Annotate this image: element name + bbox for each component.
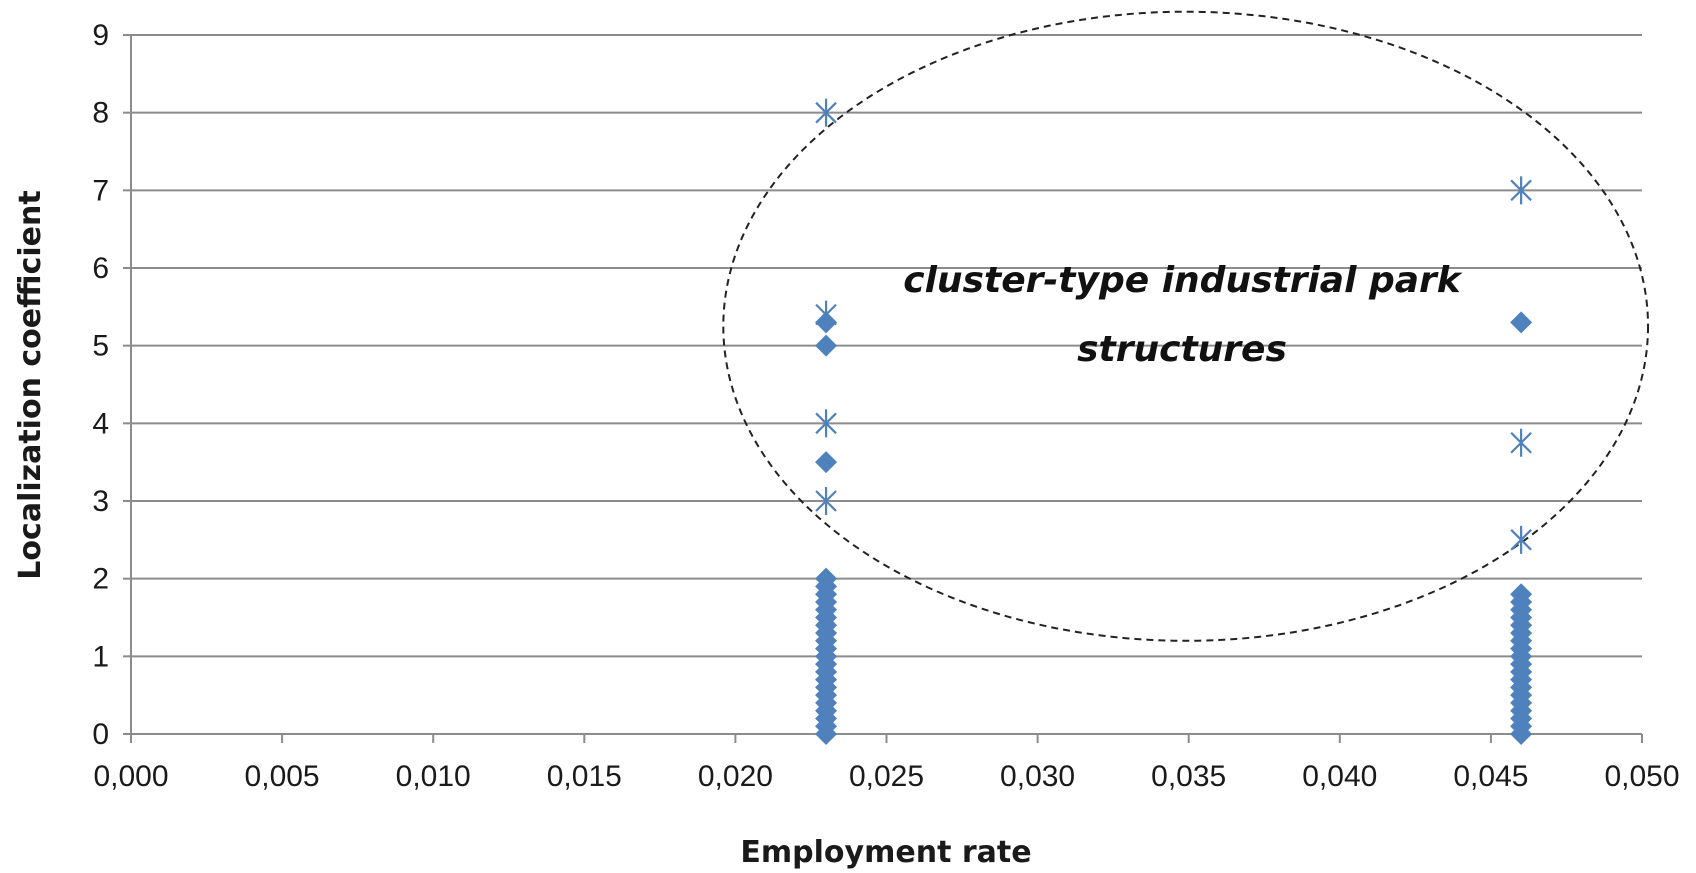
y-tick-label: 9 <box>92 19 109 52</box>
diamond-point <box>815 451 838 474</box>
axes <box>123 34 1643 743</box>
cluster-ellipse-layer <box>722 10 1650 642</box>
y-tick-label: 8 <box>92 97 109 130</box>
gridlines <box>131 34 1642 658</box>
y-tick-label: 3 <box>92 485 109 518</box>
diamond-point <box>815 334 838 357</box>
y-tick-label: 4 <box>92 407 109 440</box>
asterisk-point <box>815 487 837 515</box>
asterisk-point <box>1510 525 1532 554</box>
y-axis-title: Localization coefficient <box>13 190 48 579</box>
asterisk-point <box>815 300 837 329</box>
x-tick-label: 0,045 <box>1453 760 1528 793</box>
asterisk-point <box>815 409 837 438</box>
y-tick-label: 0 <box>92 718 109 751</box>
x-axis-title: Employment rate <box>740 835 1031 870</box>
annotation-line-2: structures <box>1077 329 1287 370</box>
asterisk-point <box>815 98 837 127</box>
y-tick-label: 1 <box>92 640 109 673</box>
diamond-point <box>1510 583 1533 606</box>
asterisk-point <box>1510 428 1532 457</box>
data-points <box>815 98 1533 745</box>
y-tick-label: 6 <box>92 252 109 285</box>
y-tick-label: 2 <box>92 563 109 596</box>
diamond-point <box>815 567 838 590</box>
annotation-line-1: cluster-type industrial park <box>903 260 1463 301</box>
asterisk-point <box>1510 176 1532 205</box>
x-tick-label: 0,035 <box>1151 760 1226 793</box>
cluster-ellipse <box>722 10 1650 642</box>
y-tick-label: 5 <box>92 330 109 363</box>
x-tick-label: 0,015 <box>547 760 622 793</box>
x-tick-label: 0,040 <box>1302 760 1377 793</box>
x-tick-label: 0,010 <box>396 760 471 793</box>
x-tick-label: 0,025 <box>849 760 924 793</box>
y-tick-labels: 0 1 2 3 4 5 6 7 8 9 <box>92 19 109 751</box>
x-tick-label: 0,030 <box>1000 760 1075 793</box>
y-tick-label: 7 <box>92 174 109 207</box>
diamond-point <box>1510 311 1533 334</box>
x-tick-label: 0,050 <box>1604 760 1679 793</box>
x-tick-labels: 0,000 0,005 0,010 0,015 0,020 0,025 0,030 0,035… <box>93 760 1679 793</box>
x-tick-label: 0,020 <box>698 760 773 793</box>
x-tick-label: 0,005 <box>245 760 320 793</box>
x-tick-label: 0,000 <box>93 760 168 793</box>
